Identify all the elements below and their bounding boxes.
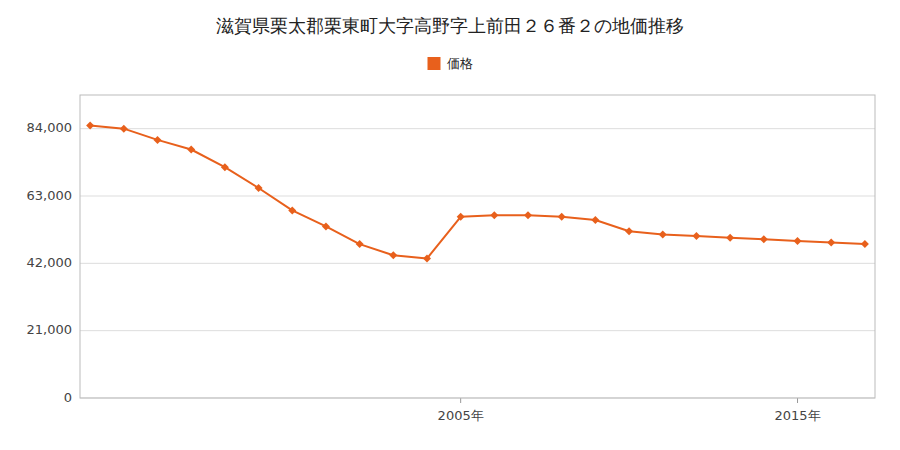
point-marker [794, 237, 802, 245]
point-marker [659, 230, 667, 238]
point-marker [524, 211, 532, 219]
grid-line [80, 263, 875, 264]
legend-item: 価格 [428, 56, 473, 71]
x-tick-label: 2015年 [774, 408, 820, 423]
grid-line [80, 330, 875, 331]
x-tick [460, 398, 461, 403]
point-marker [187, 146, 195, 154]
point-marker [322, 222, 330, 230]
x-tick-label: 2005年 [438, 408, 484, 423]
y-tick-label: 84,000 [27, 120, 73, 135]
x-tick [797, 398, 798, 403]
point-marker [591, 216, 599, 224]
grid [80, 129, 875, 398]
y-tick-label: 21,000 [27, 322, 73, 337]
point-marker [120, 125, 128, 133]
legend-swatch [428, 57, 441, 70]
point-marker [356, 240, 364, 248]
legend-label: 価格 [447, 56, 473, 71]
y-tick-label: 0 [64, 390, 72, 405]
point-marker [726, 234, 734, 242]
data-area [86, 121, 869, 262]
point-marker [288, 206, 296, 214]
point-marker [86, 121, 94, 129]
y-tick-label: 42,000 [27, 255, 73, 270]
point-marker [490, 211, 498, 219]
point-marker [692, 232, 700, 240]
y-tick-label: 63,000 [27, 188, 73, 203]
point-marker [760, 235, 768, 243]
grid-line [80, 196, 875, 197]
point-marker [558, 213, 566, 221]
axes: 0 21,000 42,000 63,000 84,000 2005年 2015年 [27, 95, 876, 423]
chart-title: 滋賀県栗太郡栗東町大字高野字上前田２６番２の地価推移 [216, 15, 684, 36]
point-marker [861, 240, 869, 248]
series-line [90, 125, 865, 258]
point-marker [457, 213, 465, 221]
plot-frame [80, 95, 875, 398]
point-marker [255, 184, 263, 192]
point-marker [423, 255, 431, 263]
grid-line [80, 128, 875, 129]
background [0, 0, 900, 450]
point-marker [827, 238, 835, 246]
point-marker [221, 163, 229, 171]
chart-svg: 滋賀県栗太郡栗東町大字高野字上前田２６番２の地価推移 0 21,000 42,000 6… [0, 0, 900, 450]
legend: 価格 [428, 56, 473, 71]
point-marker [625, 227, 633, 235]
point-marker [153, 136, 161, 144]
chart-container: 滋賀県栗太郡栗東町大字高野字上前田２６番２の地価推移 0 21,000 42,000 6… [0, 0, 900, 450]
point-marker [389, 251, 397, 259]
